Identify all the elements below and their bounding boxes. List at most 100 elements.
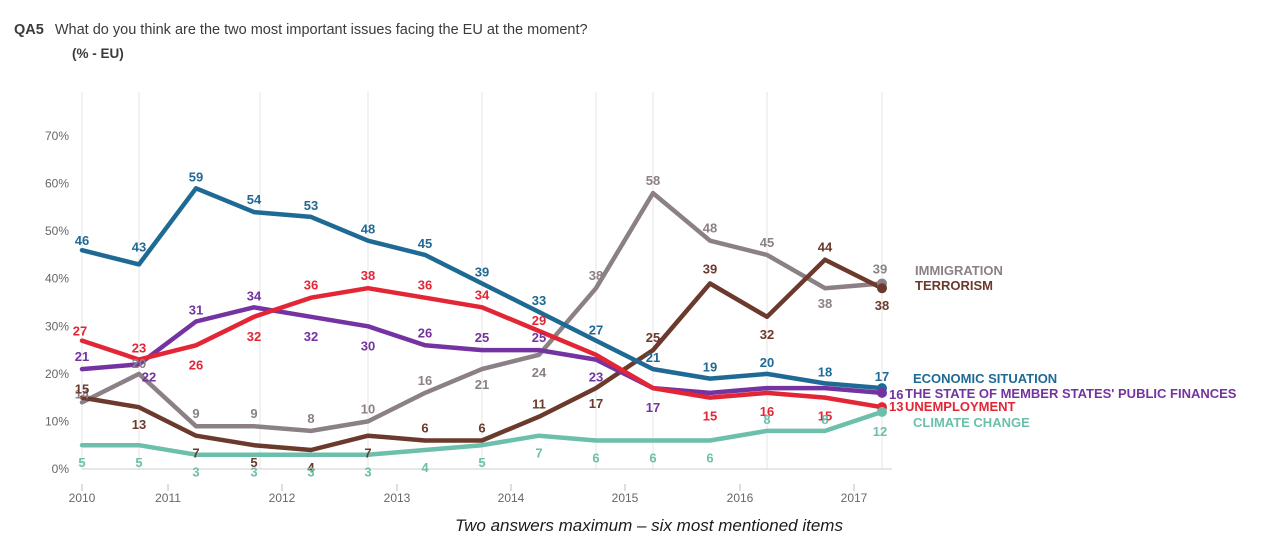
y-tick-label: 0% <box>52 462 70 476</box>
data-label: 38 <box>818 296 832 311</box>
data-label: 17 <box>646 400 660 415</box>
data-label: 20 <box>132 356 146 371</box>
data-label: 32 <box>304 329 318 344</box>
data-label: 30 <box>361 338 375 353</box>
data-label: 27 <box>73 324 87 339</box>
data-label: 3 <box>307 465 314 480</box>
data-label: 7 <box>192 446 199 461</box>
x-tick-label: 2016 <box>727 491 754 505</box>
data-label: 46 <box>75 233 89 248</box>
data-label: 17 <box>589 396 603 411</box>
data-label: 16 <box>418 373 432 388</box>
data-label: 9 <box>250 406 257 421</box>
data-label: 5 <box>250 455 257 470</box>
data-label: 6 <box>649 450 656 465</box>
data-label: 23 <box>589 370 603 385</box>
data-label: 45 <box>760 235 774 250</box>
data-label: 10 <box>361 401 375 416</box>
data-label: 32 <box>760 327 774 342</box>
data-label: 39 <box>703 261 717 276</box>
data-label: 48 <box>361 222 375 237</box>
series-end-marker <box>877 387 887 398</box>
series-name-label: UNEMPLOYMENT <box>905 399 1016 414</box>
y-tick-label: 30% <box>45 319 69 333</box>
footnote: Two answers maximum – six most mentioned… <box>455 516 843 535</box>
data-label: 32 <box>247 329 261 344</box>
data-label: 6 <box>421 420 428 435</box>
x-tick-label: 2013 <box>384 491 411 505</box>
data-label: 5 <box>478 455 485 470</box>
y-tick-label: 10% <box>45 414 69 428</box>
data-label: 7 <box>364 446 371 461</box>
series-line <box>79 305 885 396</box>
data-label: 9 <box>192 406 199 421</box>
data-label: 16 <box>760 404 774 419</box>
data-label: 18 <box>818 364 832 379</box>
data-label: 26 <box>189 357 203 372</box>
data-label: 22 <box>142 369 156 384</box>
data-label: 31 <box>189 303 203 318</box>
series-name-label: TERRORISM <box>915 278 993 293</box>
series-end-marker <box>877 283 887 294</box>
series-line <box>79 190 885 434</box>
data-label: 58 <box>646 173 660 188</box>
data-label: 16 <box>889 387 903 402</box>
x-tick-label: 2014 <box>498 491 525 505</box>
data-label: 7 <box>535 446 542 461</box>
data-label: 3 <box>192 465 199 480</box>
data-label: 43 <box>132 239 146 254</box>
data-label: 17 <box>875 369 889 384</box>
data-label: 44 <box>818 240 833 255</box>
question-text: What do you think are the two most impor… <box>54 22 588 38</box>
data-label: 27 <box>589 323 603 338</box>
series-line <box>79 285 885 410</box>
data-label: 53 <box>304 198 318 213</box>
y-tick-label: 70% <box>45 129 69 143</box>
question-code: QA5 <box>14 22 44 38</box>
y-tick-label: 60% <box>45 177 69 191</box>
series-name-label: ECONOMIC SITUATION <box>913 371 1057 386</box>
y-tick-label: 20% <box>45 367 69 381</box>
data-label: 19 <box>703 360 717 375</box>
data-label: 8 <box>763 412 770 427</box>
data-label: 36 <box>418 278 432 293</box>
data-label: 54 <box>247 192 262 207</box>
y-tick-label: 50% <box>45 224 69 238</box>
x-tick-label: 2011 <box>155 491 181 505</box>
series-name-label: IMMIGRATION <box>915 263 1003 278</box>
series-end-marker <box>877 406 887 417</box>
data-label: 6 <box>592 450 599 465</box>
data-label: 4 <box>421 460 429 475</box>
y-tick-label: 40% <box>45 272 69 286</box>
data-label: 38 <box>875 298 889 313</box>
data-label: 38 <box>589 268 603 283</box>
data-label: 13 <box>889 399 903 414</box>
data-label: 11 <box>532 397 546 412</box>
data-label: 15 <box>818 409 832 424</box>
x-tick-label: 2015 <box>612 491 639 505</box>
data-label: 6 <box>478 420 485 435</box>
data-label: 38 <box>361 268 375 283</box>
data-label: 23 <box>132 341 146 356</box>
data-label: 21 <box>646 350 660 365</box>
data-label: 5 <box>135 455 142 470</box>
data-label: 14 <box>75 386 90 401</box>
data-label: 29 <box>532 313 546 328</box>
data-label: 33 <box>532 293 546 308</box>
series-line <box>79 186 885 391</box>
data-label: 3 <box>364 465 371 480</box>
series-line <box>79 409 885 457</box>
data-label: 6 <box>706 450 713 465</box>
data-label: 24 <box>532 365 547 380</box>
data-label: 34 <box>247 288 262 303</box>
data-label: 20 <box>760 355 774 370</box>
data-label: 39 <box>475 264 489 279</box>
data-label: 15 <box>703 409 717 424</box>
data-label: 12 <box>873 424 887 439</box>
data-label: 15 <box>75 382 89 397</box>
unit-label: (% - EU) <box>72 46 124 61</box>
data-label: 8 <box>821 412 828 427</box>
data-label: 59 <box>189 169 203 184</box>
data-label: 39 <box>873 261 887 276</box>
